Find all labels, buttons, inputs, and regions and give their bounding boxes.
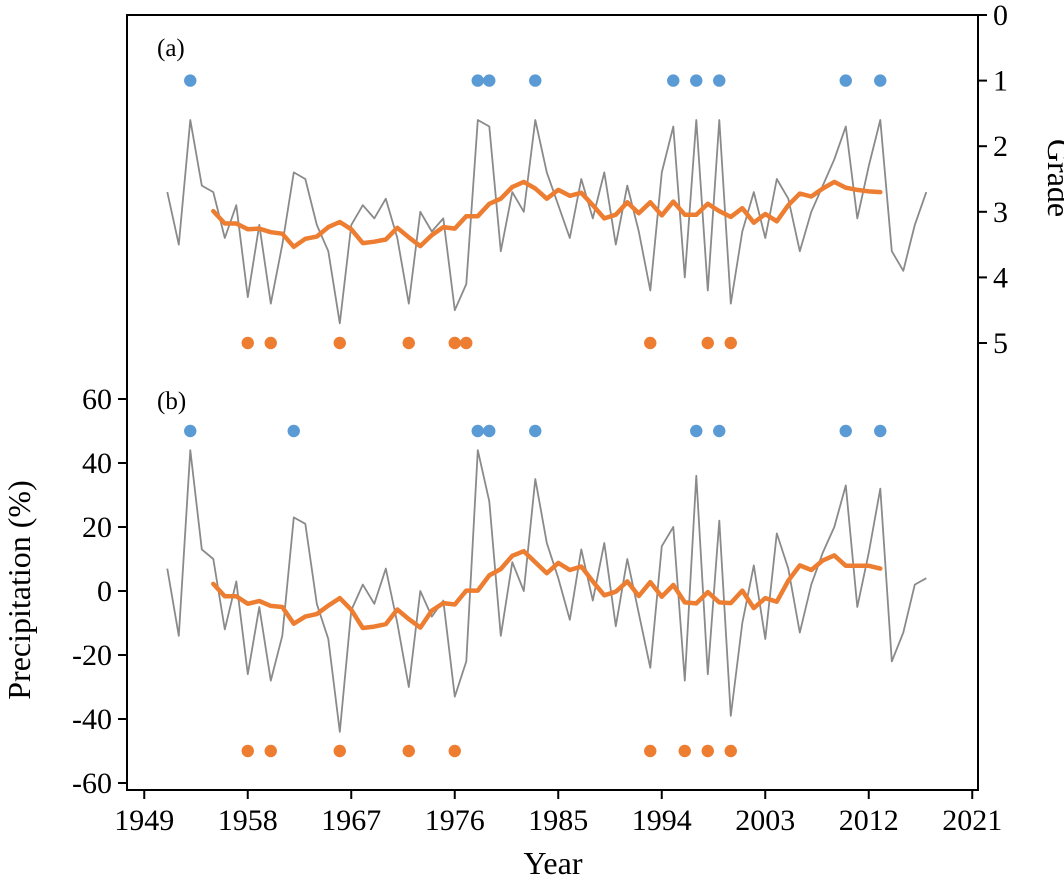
wet-year-dot-b: [690, 424, 703, 438]
y-tick-label-right: 5: [993, 327, 1008, 360]
wet-year-dot-b: [483, 424, 496, 438]
dry-year-dot-b: [241, 744, 254, 758]
wet-year-dot-b: [713, 424, 726, 438]
smoothed-line-b: [211, 548, 883, 631]
dry-year-dot-a: [460, 336, 473, 350]
wet-year-dot-a: [874, 74, 887, 87]
wet-year-dot-a: [667, 74, 680, 87]
dry-year-dot-b: [448, 744, 461, 758]
y-tick-label-right: 4: [993, 261, 1008, 294]
dry-year-dot-a: [241, 336, 254, 350]
y-tick-label-right: 1: [993, 65, 1008, 98]
x-tick-label: 1949: [114, 804, 174, 837]
dry-year-dot-a: [724, 336, 737, 350]
wet-year-dot-b: [529, 424, 542, 438]
panel-b-label: (b): [157, 388, 186, 415]
y-tick-label-left: -60: [72, 767, 112, 800]
wet-year-dot-a: [184, 74, 197, 87]
wet-year-dot-b: [874, 424, 887, 438]
wet-year-dot-b: [471, 424, 484, 438]
dry-year-dot-b: [678, 744, 691, 758]
wet-year-dot-a: [713, 74, 726, 87]
dry-year-dot-a: [448, 336, 461, 350]
y-tick-label-left: -20: [72, 639, 112, 672]
chart-render-layer: 1949 1958 1967 1976 1985 1994 2003 2012 20216040…: [72, 0, 1008, 837]
dry-year-dot-b: [333, 744, 346, 758]
x-tick-label: 1994: [632, 804, 692, 837]
y-axis-label-left: Precipitation (%): [1, 480, 37, 699]
dry-year-dot-b: [264, 744, 277, 758]
x-tick-label: 1976: [425, 804, 485, 837]
y-axis-label-right: Grade: [1041, 139, 1064, 217]
dry-year-dot-a: [701, 336, 714, 350]
dry-year-dot-b: [724, 744, 737, 758]
y-tick-label-left: 60: [82, 383, 112, 416]
dry-year-dot-b: [402, 744, 415, 758]
y-tick-label-left: -40: [72, 703, 112, 736]
wet-year-dot-a: [483, 74, 496, 87]
dry-year-dot-b: [701, 744, 714, 758]
wet-year-dot-b: [839, 424, 852, 438]
wet-year-dot-a: [529, 74, 542, 87]
x-tick-label: 2021: [942, 804, 1002, 837]
plot-border: [126, 14, 979, 791]
y-tick-label-right: 2: [993, 130, 1008, 163]
panel-a-label: (a): [157, 35, 185, 62]
x-tick-label: 2003: [735, 804, 795, 837]
dry-year-dot-a: [402, 336, 415, 350]
wet-year-dot-b: [184, 424, 197, 438]
y-tick-label-left: 20: [82, 511, 112, 544]
y-tick-label-left: 40: [82, 447, 112, 480]
y-tick-label-right: 0: [993, 0, 1008, 32]
dry-year-dot-b: [644, 744, 657, 758]
smoothed-line-a: [211, 179, 883, 250]
wet-year-dot-a: [839, 74, 852, 87]
wet-year-dot-a: [471, 74, 484, 87]
wet-year-dot-a: [690, 74, 703, 87]
dry-year-dot-a: [644, 336, 657, 350]
y-tick-label-right: 3: [993, 196, 1008, 229]
annual-line-b: [166, 449, 927, 733]
x-tick-label: 1985: [528, 804, 588, 837]
dry-year-dot-a: [264, 336, 277, 350]
x-tick-label: 1958: [218, 804, 278, 837]
x-tick-label: 2012: [839, 804, 899, 837]
dry-year-dot-a: [333, 336, 346, 350]
annual-line-a: [166, 119, 928, 325]
x-axis-label: Year: [524, 845, 583, 881]
wet-year-dot-b: [287, 424, 300, 438]
x-tick-label: 1967: [321, 804, 381, 837]
y-tick-label-left: 0: [97, 575, 112, 608]
